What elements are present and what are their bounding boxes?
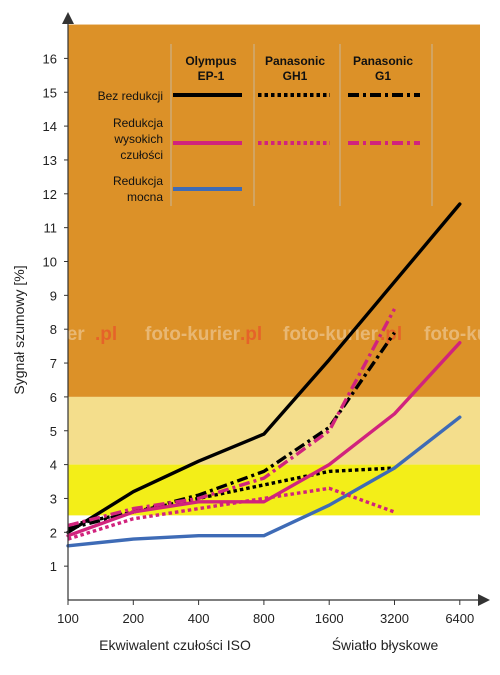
watermark-text-2: foto-kurier [145, 324, 241, 345]
y-tick-label-14: 14 [43, 119, 57, 134]
y-tick-label-16: 16 [43, 51, 57, 66]
y-tick-label-10: 10 [43, 255, 57, 270]
legend-row-bez-redukcji: Bez redukcji [98, 89, 163, 103]
series-line-panasonic-g1-bez-redukcji [67, 331, 396, 531]
legend-col-olympus-line1: Olympus [185, 54, 237, 68]
legend-row-mocna-line1: Redukcja [113, 174, 163, 188]
legend-row-wysokich-line3: czułości [120, 148, 163, 162]
x-tick-label-800: 800 [253, 611, 275, 626]
series-line-olympus-ep-1-redukcja-wysokich-czu-o-ci [66, 341, 462, 538]
y-tick-label-15: 15 [43, 85, 57, 100]
band-0 [68, 24, 480, 397]
y-tick-label-8: 8 [50, 322, 57, 337]
watermark-pl-3: .pl [380, 324, 402, 345]
legend-col-gh1-line1: Panasonic [265, 54, 325, 68]
x-tick-label-1600: 1600 [315, 611, 344, 626]
x-axis-arrowhead [478, 594, 490, 606]
y-tick-label-6: 6 [50, 390, 57, 405]
y-tick-label-7: 7 [50, 356, 57, 371]
watermark-text-1: oto-kurier [0, 324, 85, 345]
legend-col-g1-line1: Panasonic [353, 54, 413, 68]
legend-col-olympus-line2: EP-1 [198, 69, 225, 83]
y-tick-label-4: 4 [50, 458, 57, 473]
legend-row-wysokich-line2: wysokich [113, 132, 163, 146]
x-axis-title: Ekwiwalent czułości ISO [99, 637, 251, 653]
series-line-olympus-ep-1-redukcja-mocna [66, 415, 462, 548]
y-tick-label-13: 13 [43, 153, 57, 168]
x-tick-label-100: 100 [57, 611, 79, 626]
legend: Olympus EP-1 Panasonic GH1 Panasonic G1 … [98, 44, 433, 206]
y-axis-title: Sygnał szumowy [%] [11, 265, 27, 394]
watermark-pl-1: .pl [95, 324, 117, 345]
legend-row-mocna-line2: mocna [127, 190, 163, 204]
x-axis-secondary-title: Światło błyskowe [332, 636, 439, 653]
legend-col-g1-line2: G1 [375, 69, 391, 83]
legend-row-wysokich-line1: Redukcja [113, 116, 163, 130]
watermark-pl-2: .pl [240, 324, 262, 345]
watermark-text-4: foto-kurier [424, 324, 500, 345]
x-tick-label-400: 400 [188, 611, 210, 626]
watermark: oto-kurier .pl foto-kurier .pl foto-kuri… [0, 324, 500, 345]
background-bands [68, 24, 480, 516]
x-tick-label-200: 200 [122, 611, 144, 626]
y-tick-label-12: 12 [43, 187, 57, 202]
y-tick-label-9: 9 [50, 288, 57, 303]
y-axis-arrowhead [62, 12, 74, 24]
x-tick-label-3200: 3200 [380, 611, 409, 626]
y-tick-label-3: 3 [50, 491, 57, 506]
y-tick-label-2: 2 [50, 525, 57, 540]
y-tick-label-5: 5 [50, 424, 57, 439]
band-1 [68, 396, 480, 465]
legend-swatches [173, 93, 420, 191]
x-tick-label-6400: 6400 [445, 611, 474, 626]
series-line-olympus-ep-1-bez-redukcji [66, 202, 462, 534]
watermark-text-3: foto-kurier [283, 324, 379, 345]
series-lines [66, 202, 462, 548]
y-tick-label-11: 11 [44, 221, 58, 236]
y-tick-label-1: 1 [50, 559, 57, 574]
legend-col-gh1-line2: GH1 [283, 69, 308, 83]
